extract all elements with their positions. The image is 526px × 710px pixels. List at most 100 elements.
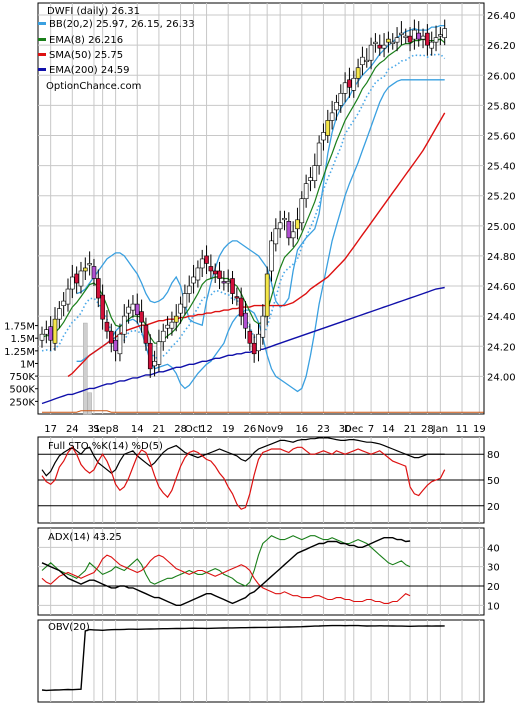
candle-body-87 (416, 32, 422, 40)
price-y-tick-25.20: 25.20 (487, 192, 516, 203)
candle-body-82 (394, 37, 400, 43)
candle-body-31 (173, 315, 179, 323)
candle-body-84 (403, 35, 409, 38)
price-y-tick-25.00: 25.00 (487, 222, 516, 233)
candle-body-75 (364, 59, 370, 63)
candle-body-35 (191, 276, 196, 284)
legend-bb: BB(20,2) 25.97, 26.15, 26.33 (38, 19, 195, 30)
candle-body-9 (78, 270, 84, 287)
candle-body-65 (321, 132, 326, 141)
candle-body-62 (308, 177, 313, 181)
sto-d-line (41, 446, 446, 510)
candle-body-60 (299, 198, 305, 224)
candle-body-8 (74, 273, 79, 284)
volume-y-tick-250K: 250K (9, 397, 35, 408)
candle-body-21 (130, 303, 136, 311)
legend-ema200-label: EMA(200) 24.59 (49, 65, 129, 76)
candle-body-64 (316, 142, 322, 166)
candle-body-32 (178, 303, 183, 314)
candle-body-5 (61, 300, 66, 306)
x-tick-label-8: 8 (112, 424, 118, 435)
candle-body-80 (386, 38, 391, 43)
adx-y-tick-10: 10 (487, 601, 500, 612)
price-y-tick-26.00: 26.00 (487, 71, 516, 82)
sto-y-tick-50: 50 (487, 476, 500, 487)
candle-body-90 (429, 41, 435, 49)
candle-body-79 (381, 44, 387, 49)
x-tick-label-19: 19 (222, 424, 235, 435)
legend-sma50-label: SMA(50) 25.75 (49, 50, 123, 61)
adx-line (41, 537, 411, 606)
candle-body-29 (165, 324, 170, 329)
indicator-layer (41, 437, 446, 692)
x-tick-label-Nov: Nov (257, 424, 277, 435)
x-tick-label-7: 7 (368, 424, 374, 435)
volume-y-tick-1M: 1M (20, 359, 35, 370)
candle-body-42 (221, 281, 227, 284)
candle-body-91 (433, 37, 439, 43)
price-y-tick-26.40: 26.40 (487, 11, 516, 22)
candle-body-63 (312, 165, 318, 181)
x-tick-label-28: 28 (421, 424, 434, 435)
candle-body-33 (182, 293, 188, 308)
legend-bb-label: BB(20,2) 25.97, 26.15, 26.33 (49, 19, 195, 30)
x-tick-label-28: 28 (174, 424, 187, 435)
candle-body-72 (351, 77, 357, 91)
candle-body-26 (152, 361, 157, 367)
legend-ema200-swatch (38, 68, 46, 71)
candle-body-61 (303, 183, 309, 200)
legend-ema200: EMA(200) 24.59 (38, 65, 129, 76)
x-tick-label-9: 9 (277, 424, 283, 435)
x-tick-label-26: 26 (243, 424, 256, 435)
candle-body-86 (412, 29, 417, 40)
candle-body-70 (342, 82, 348, 94)
candle-body-45 (234, 296, 240, 299)
candle-body-52 (264, 273, 270, 317)
x-tick-label-Dec: Dec (344, 424, 363, 435)
volume-spike-0 (83, 322, 88, 415)
candle-body-59 (295, 219, 300, 230)
candle-body-58 (290, 231, 296, 239)
candle-body-24 (143, 324, 149, 344)
volume-spike-1 (87, 392, 92, 415)
candle-body-3 (52, 318, 58, 344)
candle-body-93 (442, 28, 447, 38)
candle-body-30 (169, 321, 175, 329)
candle-body-46 (238, 297, 244, 317)
price-y-tick-25.80: 25.80 (487, 101, 516, 112)
x-tick-label-24: 24 (66, 424, 79, 435)
candle-body-13 (95, 278, 101, 299)
candle-body-48 (247, 330, 253, 344)
candle-body-81 (390, 41, 396, 44)
candle-body-71 (347, 79, 352, 88)
candle-body-73 (355, 67, 361, 79)
candle-body-17 (113, 339, 118, 352)
x-tick-label-30: 30 (339, 424, 352, 435)
sma50-line (67, 112, 446, 377)
candle-body-50 (256, 333, 261, 352)
volume-y-tick-1.25M: 1.25M (4, 347, 35, 358)
candle-body-41 (217, 270, 222, 279)
legend-ema8-label: EMA(8) 26.216 (49, 35, 123, 46)
sto-y-tick-80: 80 (487, 450, 500, 461)
candle-body-12 (91, 266, 97, 279)
candle-body-2 (48, 326, 53, 341)
parabolic-sar-line (41, 53, 446, 360)
candle-body-78 (377, 44, 383, 49)
candle-body-43 (225, 281, 231, 284)
legend-sma50: SMA(50) 25.75 (38, 50, 123, 61)
candle-body-56 (282, 217, 287, 221)
candle-body-54 (273, 228, 279, 245)
x-tick-label-11: 11 (456, 424, 469, 435)
volume-layer (42, 322, 484, 415)
sto-y-tick-20: 20 (487, 502, 500, 513)
candle-body-55 (277, 222, 283, 230)
candle-layer (39, 19, 447, 378)
candle-body-66 (325, 120, 331, 136)
price-y-tick-25.40: 25.40 (487, 162, 516, 173)
volume-y-tick-750K: 750K (9, 372, 35, 383)
candle-body-1 (44, 329, 49, 335)
candle-body-47 (243, 312, 248, 329)
